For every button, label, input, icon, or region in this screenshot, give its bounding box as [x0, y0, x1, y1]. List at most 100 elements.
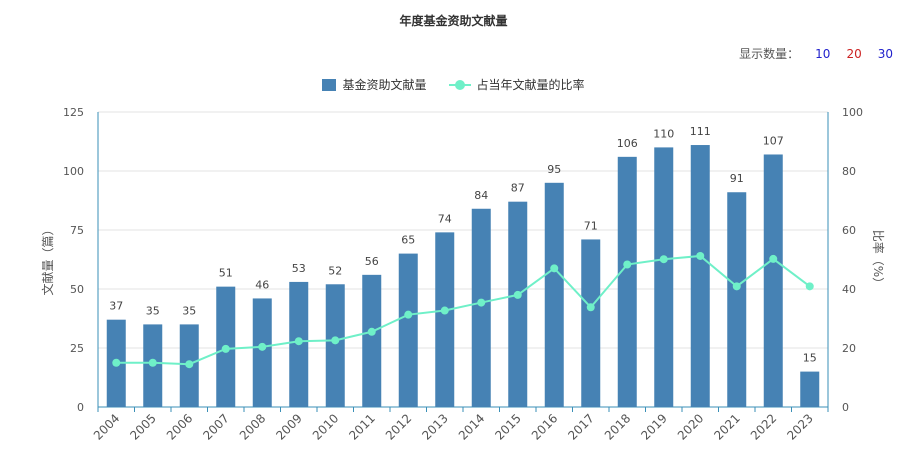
bar-value-label: 84: [474, 189, 488, 202]
y-axis-title: 文献量（篇）: [40, 223, 55, 295]
bar-value-label: 107: [763, 134, 784, 147]
chart-legend: 基金资助文献量 占当年文献量的比率: [0, 76, 907, 93]
rate-point: [331, 336, 340, 345]
rate-point: [367, 327, 376, 336]
x-tick-label: 2014: [456, 411, 487, 442]
y2-axis-title: 比率（%）: [871, 230, 886, 289]
legend-line-swatch: [448, 79, 471, 91]
x-tick-label: 2017: [565, 411, 596, 442]
y-tick-label: 75: [70, 224, 84, 237]
x-tick-label: 2021: [711, 411, 742, 442]
legend-item-line-series[interactable]: 占当年文献量的比率: [448, 76, 585, 93]
bar-value-label: 46: [255, 278, 269, 291]
rate-point: [769, 254, 778, 263]
rate-point: [404, 310, 413, 319]
rate-point: [440, 306, 449, 315]
x-tick-label: 2013: [419, 411, 450, 442]
rate-point: [477, 298, 486, 307]
display-count-option-20[interactable]: 20: [846, 46, 862, 61]
display-count-selector: 显示数量： 10 20 30: [739, 45, 893, 62]
legend-bar-label: 基金资助文献量: [342, 78, 427, 92]
bar: [654, 147, 674, 407]
rate-point: [586, 303, 595, 312]
rate-point: [258, 342, 267, 351]
bar-value-label: 106: [617, 137, 638, 150]
x-tick-label: 2009: [273, 411, 304, 442]
bar-value-label: 52: [328, 264, 342, 277]
rate-point: [732, 282, 741, 291]
y-tick-label: 125: [63, 106, 84, 119]
bar-value-label: 37: [109, 300, 123, 313]
bar-value-label: 51: [219, 267, 233, 280]
y-tick-label: 50: [70, 283, 84, 296]
bar-value-label: 95: [547, 163, 561, 176]
bar-value-label: 74: [438, 212, 452, 225]
legend-bar-swatch: [322, 78, 337, 91]
legend-item-bar-series[interactable]: 基金资助文献量: [322, 76, 427, 93]
bar-value-label: 35: [146, 304, 160, 317]
rate-point: [696, 251, 705, 260]
x-tick-label: 2016: [529, 411, 560, 442]
bar-value-label: 71: [584, 219, 598, 232]
rate-point: [513, 290, 522, 299]
x-tick-label: 2011: [346, 411, 377, 442]
bar: [581, 239, 601, 407]
bar-value-label: 91: [730, 172, 744, 185]
display-count-option-10[interactable]: 10: [815, 46, 831, 61]
bar-value-label: 110: [653, 127, 674, 140]
rate-point: [550, 264, 559, 273]
x-tick-label: 2015: [492, 411, 523, 442]
x-tick-label: 2004: [91, 411, 122, 442]
bar-value-label: 111: [690, 125, 711, 138]
bar: [398, 253, 418, 407]
x-tick-label: 2006: [164, 411, 195, 442]
x-tick-label: 2005: [127, 411, 158, 442]
x-tick-label: 2018: [602, 411, 633, 442]
bar: [435, 232, 455, 407]
display-count-label: 显示数量：: [739, 47, 800, 61]
bar-value-label: 15: [803, 352, 817, 365]
x-tick-label: 2008: [237, 411, 268, 442]
rate-point: [805, 282, 814, 291]
bar: [617, 156, 637, 407]
rate-point: [221, 344, 230, 353]
y2-tick-label: 100: [842, 106, 863, 119]
x-tick-label: 2007: [200, 411, 231, 442]
bar: [325, 284, 345, 407]
rate-point: [294, 337, 303, 346]
y2-tick-label: 20: [842, 342, 856, 355]
bar-value-label: 56: [365, 255, 379, 268]
bar: [800, 371, 820, 407]
bar: [471, 208, 491, 407]
bar: [690, 145, 710, 408]
bar: [252, 298, 272, 407]
rate-point: [623, 260, 632, 269]
bar-value-label: 87: [511, 182, 525, 195]
bar-value-label: 35: [182, 304, 196, 317]
y-tick-label: 0: [77, 401, 84, 414]
y2-tick-label: 40: [842, 283, 856, 296]
y2-tick-label: 80: [842, 165, 856, 178]
bar: [544, 182, 564, 407]
rate-point: [185, 360, 194, 369]
legend-line-label: 占当年文献量的比率: [476, 78, 585, 92]
x-tick-label: 2020: [675, 411, 706, 442]
rate-point: [148, 358, 157, 367]
rate-line: [116, 254, 811, 366]
y-tick-label: 100: [63, 165, 84, 178]
bar: [362, 274, 382, 407]
x-tick-label: 2022: [748, 411, 779, 442]
y-tick-label: 25: [70, 342, 84, 355]
y2-tick-label: 0: [842, 401, 849, 414]
display-count-option-30[interactable]: 30: [877, 46, 893, 61]
rate-point: [659, 255, 668, 264]
x-tick-label: 2010: [310, 411, 341, 442]
y2-tick-label: 60: [842, 224, 856, 237]
bar: [508, 201, 528, 407]
bar: [727, 192, 747, 407]
bar: [763, 154, 783, 407]
rate-point: [112, 358, 121, 367]
chart-title: 年度基金资助文献量: [399, 14, 508, 28]
bar-value-label: 65: [401, 234, 415, 247]
